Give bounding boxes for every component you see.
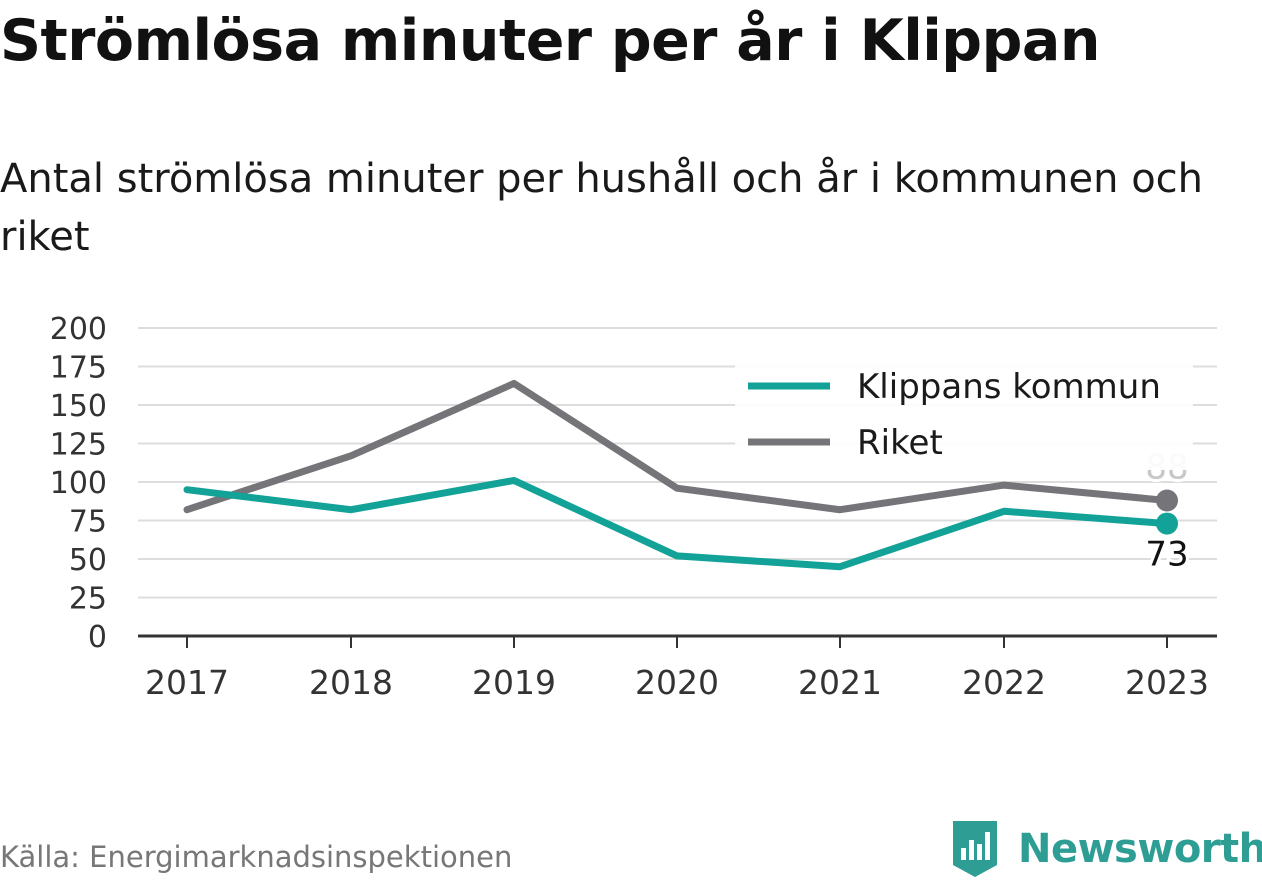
y-tick-label: 75 bbox=[69, 505, 107, 540]
y-tick-label: 0 bbox=[88, 620, 107, 655]
y-tick-label: 175 bbox=[50, 351, 107, 386]
y-tick-label: 125 bbox=[50, 428, 107, 463]
y-tick-label: 25 bbox=[69, 582, 107, 617]
x-tick-label: 2021 bbox=[798, 663, 882, 702]
brand-name: Newsworthy bbox=[1018, 826, 1262, 872]
x-tick-label: 2022 bbox=[962, 663, 1046, 702]
x-tick-label: 2017 bbox=[145, 663, 229, 702]
x-tick-label: 2018 bbox=[309, 663, 393, 702]
series-line bbox=[183, 379, 1171, 514]
legend-label: Klippans kommun bbox=[857, 367, 1161, 407]
legend-label: Riket bbox=[857, 423, 943, 463]
y-tick-label: 50 bbox=[69, 543, 107, 578]
series-line bbox=[183, 476, 1171, 571]
y-tick-label: 150 bbox=[50, 389, 107, 424]
newsworthy-logo-icon bbox=[953, 821, 997, 877]
legend: Klippans kommun Riket bbox=[735, 358, 1193, 470]
x-tick-label: 2020 bbox=[635, 663, 719, 702]
source-note: Källa: Energimarknadsinspektionen bbox=[0, 840, 513, 874]
x-axis: 2017 2018 2019 2020 2021 2022 2023 bbox=[138, 634, 1217, 702]
end-point-marker bbox=[1156, 512, 1178, 535]
end-value-label: 73 bbox=[1145, 535, 1188, 575]
legend-box bbox=[735, 358, 1193, 470]
x-tick-label: 2023 bbox=[1125, 663, 1209, 702]
chart-title: Strömlösa minuter per år i Klippan bbox=[0, 8, 1100, 74]
y-tick-label: 200 bbox=[50, 312, 107, 347]
x-tick-label: 2019 bbox=[472, 663, 556, 702]
y-tick-label: 100 bbox=[50, 466, 107, 501]
brand-logo: Newsworthy bbox=[950, 818, 1262, 880]
chart-subtitle: Antal strömlösa minuter per hushåll och … bbox=[0, 156, 1204, 260]
end-point-marker bbox=[1156, 489, 1178, 512]
